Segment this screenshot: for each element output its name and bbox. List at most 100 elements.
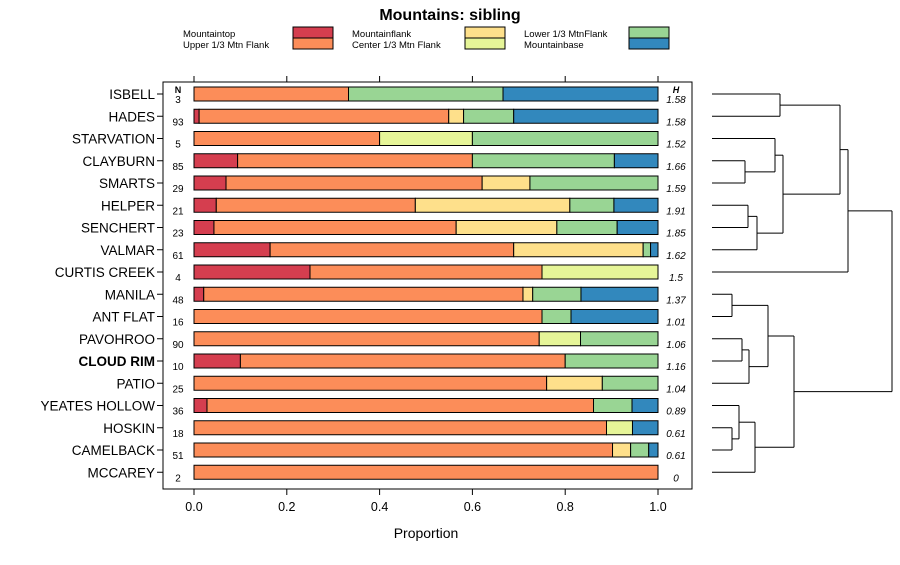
bar-segment: [193, 464, 659, 480]
row-h-value: 1.58: [666, 117, 686, 128]
bar-segment: [502, 86, 659, 102]
bar-segment: [193, 353, 241, 369]
bar-segment: [580, 331, 659, 347]
row-h-value: 0: [673, 473, 679, 484]
legend-swatch: [464, 37, 506, 50]
bar-segment: [650, 242, 659, 258]
bar-segment: [193, 398, 208, 413]
bar-segment: [193, 108, 200, 124]
legend-swatch: [628, 26, 670, 39]
row-label: SMARTS: [99, 176, 155, 191]
n-header: N: [175, 85, 182, 95]
bar-segment: [580, 286, 659, 302]
row-h-value: 1.5: [669, 273, 683, 284]
row-n-count: 4: [175, 273, 181, 284]
bar-segment: [529, 175, 659, 191]
bar-segment: [541, 264, 659, 280]
row-h-value: 1.37: [666, 295, 686, 306]
row-n-count: 2: [175, 473, 181, 484]
x-tick-label: 0.6: [464, 500, 481, 514]
bar-segment: [193, 131, 381, 146]
row-h-value: 1.04: [666, 384, 686, 395]
row-n-count: 10: [172, 362, 184, 373]
legend-label: Mountaintop: [183, 29, 235, 40]
bar-segment: [309, 264, 543, 280]
row-n-count: 85: [172, 162, 184, 173]
bar-segment: [237, 153, 473, 169]
legend-label: Center 1/3 Mtn Flank: [352, 40, 441, 51]
bar-segment: [593, 398, 633, 413]
bar-segment: [348, 86, 504, 102]
bar-segment: [522, 286, 534, 302]
chart-title: Mountains: sibling: [379, 7, 520, 24]
bar-segment: [193, 331, 540, 347]
bar-segment: [601, 375, 659, 391]
bar-segment: [648, 442, 659, 458]
bar-segment: [193, 153, 239, 169]
bar-segment: [541, 309, 572, 324]
legend-swatch: [292, 37, 334, 50]
bar-segment: [471, 131, 659, 146]
row-n-count: 3: [175, 95, 181, 106]
bar-segment: [193, 286, 205, 302]
row-label: STARVATION: [72, 132, 155, 147]
row-label: MCCAREY: [87, 465, 155, 480]
row-n-count: 29: [172, 184, 184, 195]
bar-segment: [538, 331, 582, 347]
row-h-value: 1.52: [666, 140, 686, 151]
bar-segment: [570, 309, 659, 324]
bar-segment: [605, 420, 633, 436]
legend-swatch: [464, 26, 506, 39]
bar-segment: [613, 197, 659, 213]
legend-swatch: [628, 37, 670, 50]
bar-segment: [193, 175, 227, 191]
bar-segment: [206, 398, 595, 413]
x-tick-label: 0.8: [557, 500, 574, 514]
legend-label: Mountainflank: [352, 29, 411, 40]
row-label: CURTIS CREEK: [55, 265, 155, 280]
row-n-count: 36: [172, 407, 184, 418]
bar-segment: [546, 375, 603, 391]
row-h-value: 1.59: [666, 184, 686, 195]
bar-segment: [513, 242, 644, 258]
bar-segment: [193, 264, 311, 280]
row-n-count: 48: [172, 295, 184, 306]
plot-panel: 0.0 0.2 0.4 0.6 0.8 1.0 N H ISBELL 3 1.58 HADES 93 1.…: [40, 76, 693, 514]
row-n-count: 18: [172, 429, 184, 440]
row-h-value: 0.61: [666, 429, 685, 440]
bar-segment: [239, 353, 566, 369]
row-h-value: 0.89: [666, 407, 686, 418]
legend-label: Upper 1/3 Mtn Flank: [183, 40, 269, 51]
bar-segment: [612, 442, 632, 458]
legend-label: Mountainbase: [524, 40, 584, 51]
row-n-count: 21: [172, 206, 184, 217]
bar-segment: [225, 175, 483, 191]
row-n-count: 90: [172, 340, 184, 351]
bar-segment: [532, 286, 582, 302]
row-label: ISBELL: [109, 87, 155, 102]
row-n-count: 93: [172, 117, 184, 128]
row-label: VALMAR: [100, 243, 155, 258]
bar-segment: [198, 108, 450, 124]
bar-segment: [193, 86, 350, 102]
bar-segment: [193, 220, 215, 235]
bar-segment: [213, 220, 457, 235]
row-label: YEATES HOLLOW: [40, 399, 155, 414]
bar-segment: [642, 242, 652, 258]
row-n-count: 51: [172, 451, 184, 462]
legend-swatch: [292, 26, 334, 39]
row-h-value: 1.85: [666, 229, 686, 240]
row-n-count: 25: [172, 384, 184, 395]
row-label: CLOUD RIM: [79, 354, 156, 369]
row-label: CAMELBACK: [72, 443, 155, 458]
bar-segment: [193, 420, 607, 436]
bar-segment: [564, 353, 659, 369]
row-label: HELPER: [101, 198, 155, 213]
row-label: ANT FLAT: [92, 310, 155, 325]
bar-segment: [193, 309, 543, 324]
bar-segment: [215, 197, 416, 213]
row-label: PATIO: [116, 376, 155, 391]
